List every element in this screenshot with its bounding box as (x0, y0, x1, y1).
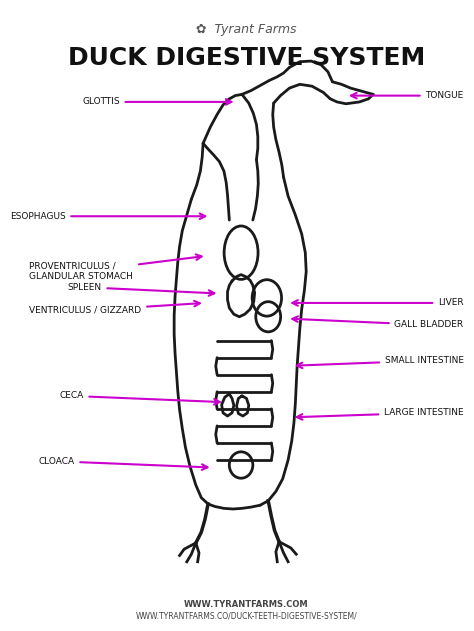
Text: LIVER: LIVER (292, 298, 464, 307)
Text: TONGUE: TONGUE (351, 91, 464, 100)
Text: VENTRICULUS / GIZZARD: VENTRICULUS / GIZZARD (29, 301, 200, 315)
Text: SMALL INTESTINE: SMALL INTESTINE (297, 357, 464, 368)
Text: SPLEEN: SPLEEN (68, 283, 214, 296)
Text: WWW.TYRANTFARMS.COM: WWW.TYRANTFARMS.COM (184, 600, 309, 609)
Text: CLOACA: CLOACA (38, 457, 208, 470)
Text: PROVENTRICULUS /
GLANDULAR STOMACH: PROVENTRICULUS / GLANDULAR STOMACH (29, 254, 201, 281)
Text: ✿  Tyrant Farms: ✿ Tyrant Farms (196, 23, 297, 36)
Text: LARGE INTESTINE: LARGE INTESTINE (297, 408, 464, 420)
Text: GALL BLADDER: GALL BLADDER (292, 316, 464, 329)
Text: WWW.TYRANTFARMS.CO/DUCK-TEETH-DIGESTIVE-SYSTEM/: WWW.TYRANTFARMS.CO/DUCK-TEETH-DIGESTIVE-… (136, 611, 357, 620)
Text: DUCK DIGESTIVE SYSTEM: DUCK DIGESTIVE SYSTEM (68, 46, 425, 70)
Text: GLOTTIS: GLOTTIS (82, 97, 231, 107)
Text: ESOPHAGUS: ESOPHAGUS (10, 212, 205, 221)
Text: CECA: CECA (59, 391, 219, 404)
